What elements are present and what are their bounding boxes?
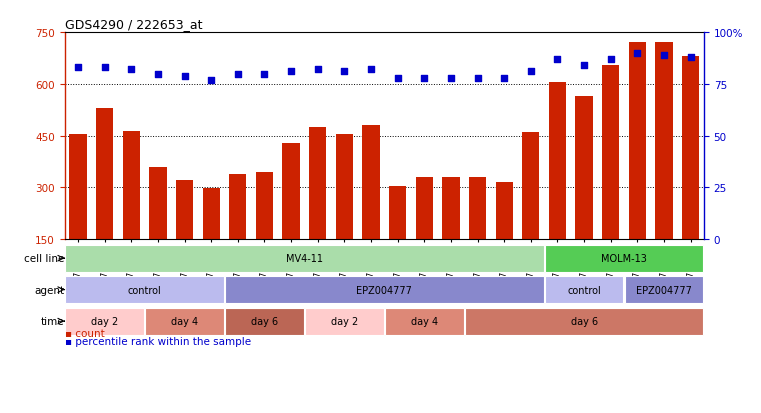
- Text: control: control: [128, 285, 161, 295]
- Text: EPZ004777: EPZ004777: [636, 285, 692, 295]
- Bar: [495, 183, 513, 291]
- Bar: [442, 178, 460, 291]
- Bar: [176, 181, 193, 291]
- Bar: [145, 308, 224, 335]
- Bar: [629, 43, 646, 291]
- Bar: [416, 178, 433, 291]
- Bar: [602, 66, 619, 291]
- Text: day 2: day 2: [91, 316, 118, 326]
- Text: MV4-11: MV4-11: [286, 254, 323, 263]
- Point: [471, 75, 484, 82]
- Point: [444, 75, 457, 82]
- Bar: [362, 126, 380, 291]
- Bar: [469, 178, 486, 291]
- Text: time: time: [40, 316, 64, 326]
- Point: [205, 77, 218, 84]
- Text: day 2: day 2: [331, 316, 358, 326]
- Bar: [522, 133, 540, 291]
- Bar: [389, 186, 406, 291]
- Text: day 6: day 6: [251, 316, 278, 326]
- Bar: [229, 174, 247, 291]
- Bar: [96, 109, 113, 291]
- Point: [391, 75, 403, 82]
- Point: [578, 63, 590, 69]
- Bar: [256, 173, 273, 291]
- Point: [72, 65, 84, 71]
- Bar: [655, 43, 673, 291]
- Bar: [305, 308, 384, 335]
- Text: cell line: cell line: [24, 254, 64, 263]
- Bar: [225, 308, 304, 335]
- Point: [178, 73, 190, 80]
- Bar: [282, 143, 300, 291]
- Point: [312, 67, 324, 74]
- Point: [631, 50, 643, 57]
- Bar: [225, 277, 543, 303]
- Point: [551, 57, 563, 63]
- Bar: [336, 135, 353, 291]
- Bar: [549, 83, 566, 291]
- Point: [98, 65, 111, 71]
- Point: [125, 67, 137, 74]
- Point: [258, 71, 271, 78]
- Text: day 6: day 6: [571, 316, 597, 326]
- Bar: [625, 277, 703, 303]
- Bar: [385, 308, 463, 335]
- Bar: [682, 57, 699, 291]
- Point: [498, 75, 510, 82]
- Bar: [65, 245, 543, 272]
- Point: [338, 69, 350, 76]
- Bar: [69, 135, 87, 291]
- Text: day 4: day 4: [171, 316, 198, 326]
- Bar: [202, 189, 220, 291]
- Bar: [123, 132, 140, 291]
- Point: [419, 75, 431, 82]
- Text: day 4: day 4: [411, 316, 438, 326]
- Text: control: control: [567, 285, 601, 295]
- Text: ▪ count: ▪ count: [65, 328, 104, 338]
- Text: EPZ004777: EPZ004777: [356, 285, 412, 295]
- Bar: [309, 128, 326, 291]
- Text: agent: agent: [34, 285, 64, 295]
- Point: [365, 67, 377, 74]
- Point: [524, 69, 537, 76]
- Point: [604, 57, 616, 63]
- Bar: [65, 308, 144, 335]
- Text: ▪ percentile rank within the sample: ▪ percentile rank within the sample: [65, 337, 251, 347]
- Bar: [545, 277, 623, 303]
- Point: [231, 71, 244, 78]
- Bar: [545, 245, 703, 272]
- Bar: [65, 277, 224, 303]
- Point: [285, 69, 297, 76]
- Bar: [465, 308, 703, 335]
- Bar: [149, 167, 167, 291]
- Point: [684, 55, 696, 61]
- Text: MOLM-13: MOLM-13: [601, 254, 647, 263]
- Point: [151, 71, 164, 78]
- Bar: [575, 97, 593, 291]
- Point: [658, 52, 670, 59]
- Text: GDS4290 / 222653_at: GDS4290 / 222653_at: [65, 18, 202, 31]
